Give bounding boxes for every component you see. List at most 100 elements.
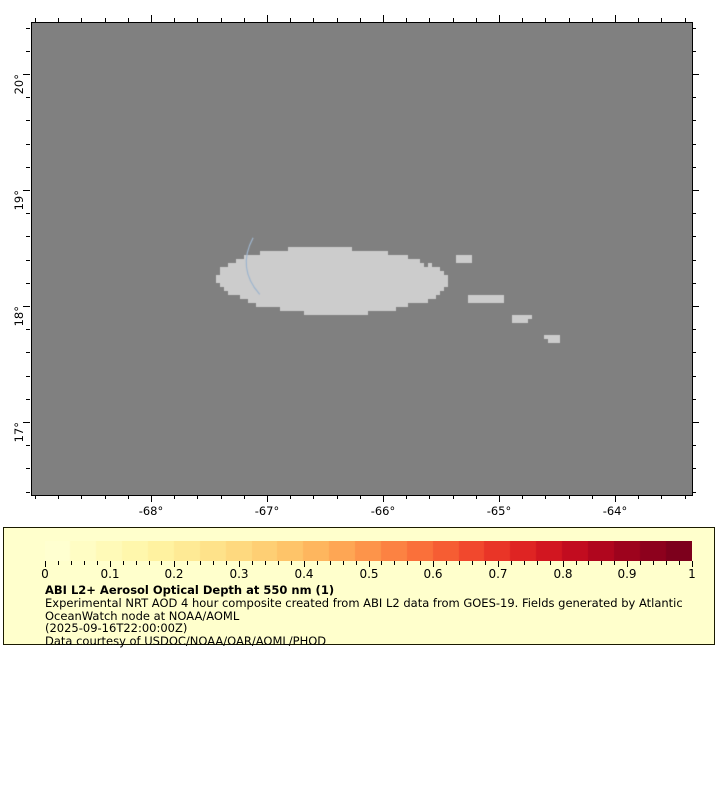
x-tick-minor	[313, 495, 314, 499]
colorbar-tick-minor	[252, 561, 253, 565]
colorbar-tick-minor	[343, 561, 344, 565]
colorbar-tick-minor	[601, 561, 602, 565]
x-tick-major	[499, 495, 500, 502]
x-tick-minor-top	[174, 18, 175, 22]
x-tick-minor-top	[685, 18, 686, 22]
legend-title: ABI L2+ Aerosol Optical Depth at 550 nm …	[45, 583, 335, 597]
y-tick-minor	[26, 167, 30, 168]
x-tick-minor	[174, 495, 175, 499]
x-tick-major-top	[499, 15, 500, 22]
x-tick-minor-top	[81, 18, 82, 22]
x-tick-major	[151, 495, 152, 502]
y-tick-minor	[26, 283, 30, 284]
x-tick-minor-top	[360, 18, 361, 22]
x-tick-minor-top	[569, 18, 570, 22]
colorbar-tick-minor	[420, 561, 421, 565]
x-tick-minor-top	[128, 18, 129, 22]
y-tick-minor	[26, 329, 30, 330]
x-axis-label: -67°	[254, 504, 280, 518]
x-tick-minor-top	[453, 18, 454, 22]
colorbar-tick-minor	[84, 561, 85, 565]
y-tick-minor-right	[692, 468, 696, 469]
x-tick-minor	[592, 495, 593, 499]
colorbar-tick-label: 0.8	[553, 567, 573, 581]
y-tick-minor-right	[692, 120, 696, 121]
y-tick-minor	[26, 51, 30, 52]
map-panel[interactable]	[31, 22, 693, 496]
y-tick-minor-right	[692, 376, 696, 377]
x-tick-minor	[661, 495, 662, 499]
colorbar-tick-minor	[394, 561, 395, 565]
colorbar-tick-major	[369, 561, 370, 567]
colorbar-tick-label: 0.3	[229, 567, 249, 581]
legend-text-block: ABI L2+ Aerosol Optical Depth at 550 nm …	[45, 584, 705, 647]
colorbar-tick-minor	[71, 561, 72, 565]
colorbar-tick-minor	[407, 561, 408, 565]
y-tick-major	[23, 190, 30, 191]
y-tick-minor-right	[692, 144, 696, 145]
x-tick-minor	[545, 495, 546, 499]
colorbar-tick-minor	[291, 561, 292, 565]
x-tick-major	[383, 495, 384, 502]
y-tick-major	[23, 422, 30, 423]
colorbar-tick-label: 0.9	[617, 567, 637, 581]
x-tick-minor	[221, 495, 222, 499]
colorbar-tick-minor	[136, 561, 137, 565]
x-tick-minor	[685, 495, 686, 499]
colorbar-tick-label: 0	[41, 567, 49, 581]
x-tick-minor-top	[290, 18, 291, 22]
x-tick-minor	[453, 495, 454, 499]
x-tick-minor	[638, 495, 639, 499]
colorbar-tick-minor	[446, 561, 447, 565]
x-tick-minor-top	[476, 18, 477, 22]
x-axis-label: -68°	[138, 504, 164, 518]
x-tick-minor	[128, 495, 129, 499]
y-tick-minor-right	[692, 260, 696, 261]
x-tick-minor-top	[244, 18, 245, 22]
colorbar-tick-minor	[187, 561, 188, 565]
colorbar-tick-minor	[123, 561, 124, 565]
colorbar-tick-minor	[381, 561, 382, 565]
x-tick-major-top	[151, 15, 152, 22]
colorbar-tick-major	[174, 561, 175, 567]
x-tick-minor	[476, 495, 477, 499]
y-tick-minor	[26, 376, 30, 377]
x-axis-label: -64°	[602, 504, 628, 518]
x-tick-minor	[58, 495, 59, 499]
y-tick-minor-right	[692, 283, 696, 284]
colorbar-tick-minor	[200, 561, 201, 565]
x-tick-major-top	[383, 15, 384, 22]
y-tick-minor-right	[692, 399, 696, 400]
colorbar-tick-minor	[524, 561, 525, 565]
y-tick-minor	[26, 352, 30, 353]
colorbar-tick-minor	[213, 561, 214, 565]
colorbar	[45, 541, 692, 561]
x-tick-minor	[522, 495, 523, 499]
colorbar-tick-label: 0.6	[423, 567, 443, 581]
x-tick-minor-top	[58, 18, 59, 22]
x-axis-label: -66°	[370, 504, 396, 518]
colorbar-tick-major	[498, 561, 499, 567]
aod-heatmap-canvas[interactable]	[32, 23, 692, 495]
colorbar-tick-minor	[317, 561, 318, 565]
y-tick-minor	[26, 399, 30, 400]
y-tick-minor-right	[692, 28, 696, 29]
x-tick-minor	[406, 495, 407, 499]
x-tick-minor	[197, 495, 198, 499]
colorbar-tick-major	[692, 561, 693, 567]
colorbar-tick-minor	[459, 561, 460, 565]
colorbar-tick-minor	[278, 561, 279, 565]
x-tick-minor-top	[197, 18, 198, 22]
colorbar-tick-minor	[472, 561, 473, 565]
x-axis-label: -65°	[486, 504, 512, 518]
colorbar-tick-label: 0.1	[100, 567, 120, 581]
legend-panel: ABI L2+ Aerosol Optical Depth at 550 nm …	[3, 527, 715, 647]
colorbar-tick-minor	[226, 561, 227, 565]
y-tick-major	[23, 74, 30, 75]
y-tick-minor-right	[692, 445, 696, 446]
x-tick-minor-top	[406, 18, 407, 22]
colorbar-tick-minor	[576, 561, 577, 565]
legend-description: Experimental NRT AOD 4 hour composite cr…	[45, 596, 683, 623]
colorbar-tick-major	[45, 561, 46, 567]
y-tick-minor	[26, 445, 30, 446]
